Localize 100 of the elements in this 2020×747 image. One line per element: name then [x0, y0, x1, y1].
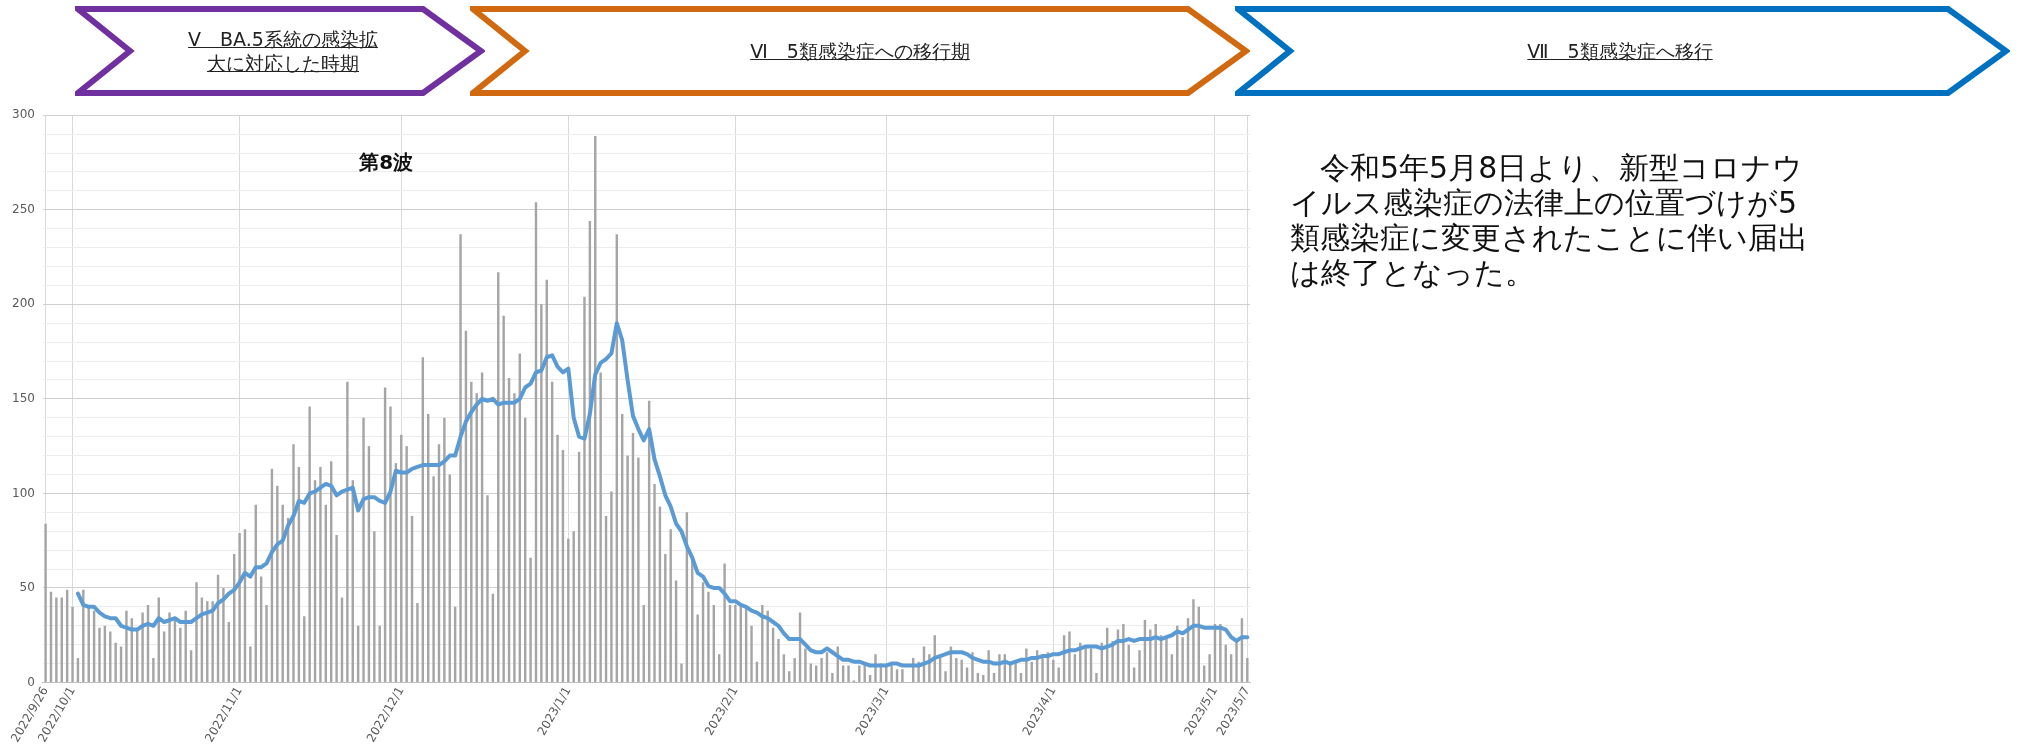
bar — [1084, 646, 1087, 683]
bar — [680, 663, 683, 683]
wave-label: 第8波 — [359, 149, 414, 177]
bar — [1068, 631, 1071, 683]
bar — [470, 381, 473, 683]
bar — [98, 627, 101, 683]
bar — [858, 665, 861, 683]
bar — [664, 553, 667, 683]
bar — [114, 642, 117, 683]
bar — [599, 372, 602, 683]
bar — [502, 315, 505, 683]
bar — [820, 657, 823, 683]
y-tick-label: 200 — [12, 296, 35, 311]
bar — [777, 639, 780, 683]
bar — [55, 597, 58, 683]
bar — [459, 234, 462, 683]
bar — [152, 657, 155, 683]
bar — [346, 381, 349, 683]
bar — [432, 476, 435, 683]
bar — [405, 446, 408, 683]
bar — [184, 610, 187, 683]
bar — [750, 625, 753, 683]
bar — [87, 606, 90, 683]
bar — [1014, 661, 1017, 683]
bar — [1192, 599, 1195, 683]
bar — [556, 434, 559, 683]
bar — [653, 483, 656, 683]
bar — [1154, 623, 1157, 683]
bar — [669, 529, 672, 683]
bar — [319, 466, 322, 683]
bar — [1149, 629, 1152, 683]
bar — [1041, 656, 1044, 683]
bar — [141, 612, 144, 683]
bar — [195, 582, 198, 683]
bar — [847, 665, 850, 683]
bar — [211, 601, 214, 683]
bar — [1057, 667, 1060, 683]
bar — [416, 603, 419, 683]
text: 令和5年5月8日より、新型コロナウイルス感染症の法律上の位置づけが5類感染症に変更されたことに伴い届出は終了となった。 — [1290, 150, 1809, 290]
bar — [572, 531, 575, 683]
bar — [249, 646, 252, 683]
bar — [863, 663, 866, 683]
bar — [1052, 659, 1055, 683]
bar — [1095, 673, 1098, 683]
bar — [222, 587, 225, 683]
bar — [734, 604, 737, 683]
bar — [529, 557, 532, 683]
bar — [583, 296, 586, 683]
bar — [168, 612, 171, 683]
bar — [610, 491, 613, 683]
bar — [1165, 639, 1168, 683]
y-tick-label: 300 — [12, 107, 35, 122]
bar — [1122, 623, 1125, 683]
bar — [1138, 650, 1141, 683]
bar — [793, 657, 796, 683]
bar — [238, 533, 241, 683]
bar — [308, 406, 311, 683]
bar — [44, 523, 47, 683]
bar — [443, 417, 446, 683]
bar — [1181, 637, 1184, 683]
bar — [890, 665, 893, 683]
bar — [513, 393, 516, 683]
bar — [804, 648, 807, 683]
bar — [1219, 623, 1222, 683]
bar — [955, 657, 958, 683]
bar — [540, 304, 543, 683]
bar — [362, 417, 365, 683]
bar — [761, 604, 764, 683]
y-tick-label: 100 — [12, 485, 35, 500]
bar — [707, 591, 710, 683]
bar — [389, 406, 392, 683]
y-tick-label: 150 — [12, 390, 35, 405]
bar — [276, 485, 279, 683]
bar — [71, 606, 74, 683]
y-tick-label: 0 — [27, 674, 35, 689]
bar — [378, 625, 381, 683]
bar — [723, 563, 726, 683]
bar — [1246, 657, 1249, 683]
bar — [766, 610, 769, 683]
y-tick-label: 250 — [12, 201, 35, 216]
bar — [486, 495, 489, 683]
bar — [567, 538, 570, 683]
bar — [265, 604, 268, 683]
bar — [82, 589, 85, 683]
bar — [960, 659, 963, 683]
bar — [475, 393, 478, 683]
bar — [281, 504, 284, 683]
bar — [373, 531, 376, 683]
bar — [831, 673, 834, 683]
bar — [944, 671, 947, 683]
bar — [292, 444, 295, 683]
bar — [335, 535, 338, 683]
bar — [696, 614, 699, 683]
bar — [179, 627, 182, 683]
y-tick-label: 50 — [19, 580, 35, 595]
bar — [637, 457, 640, 683]
bar — [626, 455, 629, 683]
bar — [901, 669, 904, 683]
bar — [1208, 654, 1211, 683]
bar — [125, 610, 128, 683]
